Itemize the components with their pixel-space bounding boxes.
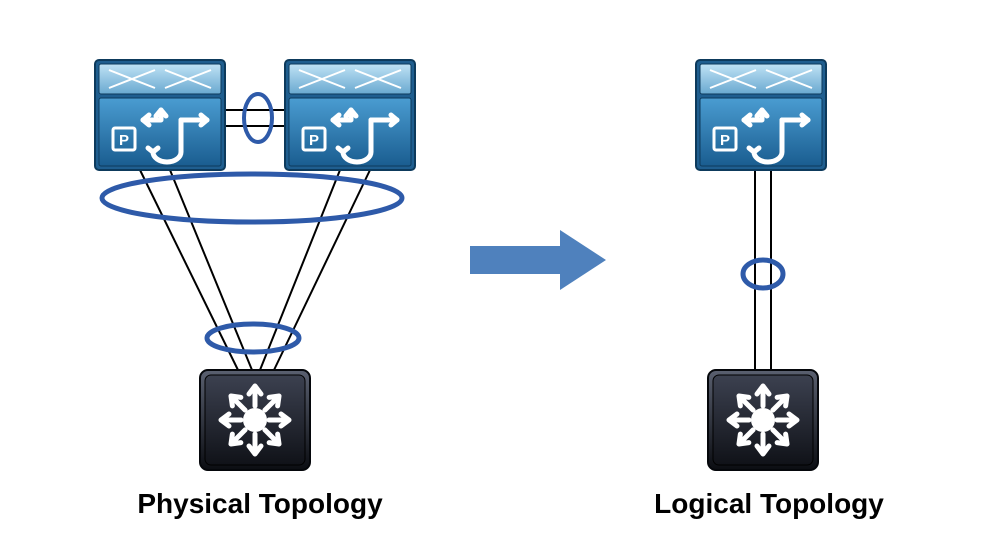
logical-switch bbox=[696, 60, 826, 170]
logical-links bbox=[755, 170, 771, 370]
physical-peer-links bbox=[225, 110, 285, 126]
logical-access-device bbox=[708, 370, 818, 470]
logical-topology-label: Logical Topology bbox=[644, 488, 894, 520]
transform-arrow bbox=[470, 230, 606, 290]
physical-downlinks bbox=[140, 170, 370, 370]
physical-access-device bbox=[200, 370, 310, 470]
bundle-ring-lower bbox=[207, 324, 299, 352]
bundle-ring-peer bbox=[244, 94, 272, 142]
physical-topology-group bbox=[95, 60, 415, 470]
physical-topology-label: Physical Topology bbox=[120, 488, 400, 520]
logical-bundle-ring bbox=[743, 260, 783, 288]
physical-switch-left bbox=[95, 60, 225, 170]
physical-switch-right bbox=[285, 60, 415, 170]
logical-topology-group bbox=[696, 60, 826, 470]
